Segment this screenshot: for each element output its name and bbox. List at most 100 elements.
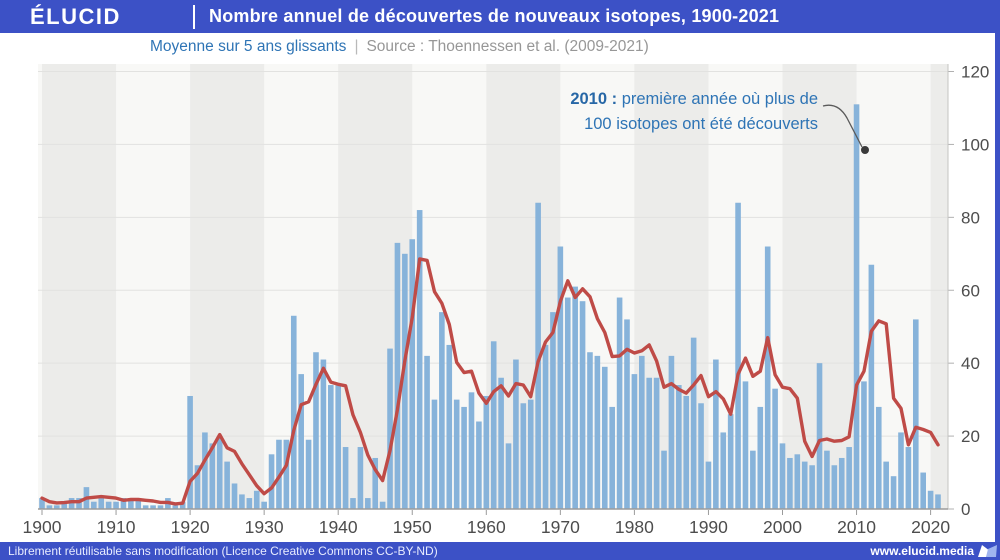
- bar-1936: [305, 439, 312, 509]
- bar-2001: [787, 457, 793, 509]
- bar-1958: [468, 392, 475, 509]
- annotation-2010: 2010 : première année où plus de 100 iso…: [438, 87, 818, 137]
- bar-1953: [431, 399, 438, 509]
- bar-1920: [187, 395, 193, 509]
- bar-2003: [801, 461, 808, 509]
- bar-1901: [46, 505, 53, 509]
- x-tick-label: 1990: [689, 517, 728, 537]
- bar-2007: [831, 465, 838, 509]
- annotation-leader-line: [822, 104, 863, 148]
- bar-1975: [594, 355, 601, 509]
- bar-1950: [409, 239, 416, 509]
- x-tick-label: 1940: [319, 517, 358, 537]
- y-tick-label: 120: [961, 63, 989, 82]
- bar-1961: [490, 341, 497, 509]
- subtitle-source: Source : Thoennessen et al. (2009-2021): [366, 38, 649, 55]
- bar-1988: [690, 337, 697, 509]
- bar-1996: [750, 450, 756, 509]
- bar-1911: [120, 498, 127, 509]
- decade-stripe: [42, 64, 117, 509]
- y-tick-label: 100: [961, 135, 989, 154]
- x-tick-label: 1920: [171, 517, 210, 537]
- bar-1934: [290, 315, 297, 509]
- x-tick-label: 1960: [467, 517, 506, 537]
- subtitle: Moyenne sur 5 ans glissants | Source : T…: [150, 36, 649, 58]
- bar-1931: [268, 454, 275, 509]
- bar-2018: [912, 319, 919, 509]
- bar-2008: [838, 457, 845, 509]
- bar-1944: [365, 498, 371, 509]
- bar-1949: [402, 253, 408, 509]
- x-tick-label: 2010: [837, 517, 876, 537]
- bar-1923: [209, 443, 216, 509]
- bar-1952: [424, 355, 430, 509]
- header-divider: [193, 4, 195, 29]
- bar-1970: [557, 246, 564, 510]
- bar-1933: [283, 439, 290, 509]
- bar-1916: [157, 505, 164, 509]
- bar-1937: [313, 352, 319, 509]
- bar-1905: [76, 498, 82, 509]
- x-tick-label: 1970: [541, 517, 580, 537]
- site-url: www.elucid.media: [870, 544, 974, 558]
- subtitle-average-label: Moyenne sur 5 ans glissants: [150, 38, 347, 55]
- bar-1954: [439, 312, 445, 509]
- bar-1989: [698, 403, 704, 509]
- elucid-logo-icon: [978, 545, 997, 557]
- y-tick-label: 0: [961, 500, 970, 519]
- bar-1925: [224, 461, 230, 509]
- bar-1924: [216, 436, 223, 509]
- bar-1967: [535, 202, 541, 509]
- bar-1928: [246, 498, 253, 509]
- bar-1993: [727, 414, 734, 509]
- bar-1990: [705, 461, 712, 509]
- bar-1955: [446, 344, 453, 509]
- bar-1972: [572, 286, 578, 509]
- x-tick-label: 2020: [911, 517, 950, 537]
- bar-1963: [505, 443, 512, 509]
- bar-1946: [379, 501, 386, 509]
- bar-1998: [764, 246, 771, 510]
- bar-1903: [61, 501, 68, 509]
- bar-1908: [98, 498, 105, 509]
- bar-1945: [372, 457, 379, 509]
- bar-1971: [564, 297, 571, 509]
- bar-1926: [231, 483, 238, 509]
- bar-1935: [298, 374, 304, 509]
- bar-1951: [416, 210, 423, 509]
- bar-1966: [527, 399, 534, 509]
- bar-1982: [646, 377, 653, 509]
- bar-1938: [320, 359, 327, 509]
- bar-1900: [39, 498, 45, 509]
- bar-1965: [520, 403, 527, 509]
- bar-2004: [809, 465, 815, 509]
- decade-stripe: [338, 64, 413, 509]
- subtitle-separator: |: [354, 38, 359, 55]
- license-text: Librement réutilisable sans modification…: [8, 544, 438, 558]
- decade-stripe: [190, 64, 265, 509]
- bar-1983: [653, 377, 660, 509]
- bar-1981: [639, 355, 645, 509]
- bar-1997: [757, 406, 764, 509]
- bar-1991: [713, 359, 719, 509]
- bar-2017: [905, 447, 912, 509]
- bar-1962: [498, 377, 504, 509]
- bar-1914: [142, 505, 149, 509]
- bar-1943: [357, 447, 364, 509]
- bar-1968: [542, 344, 549, 509]
- bar-2013: [875, 406, 882, 509]
- bar-1910: [113, 501, 119, 509]
- bar-1992: [720, 432, 727, 509]
- footer-bar: Librement réutilisable sans modification…: [0, 542, 1000, 560]
- bar-1913: [135, 498, 142, 509]
- bar-1904: [68, 498, 75, 509]
- bar-1964: [513, 359, 519, 509]
- bar-2015: [890, 476, 897, 509]
- bar-1918: [172, 505, 179, 509]
- bar-2020: [927, 490, 934, 509]
- bar-1979: [624, 319, 630, 509]
- x-tick-label: 1900: [23, 517, 62, 537]
- bar-2006: [824, 450, 830, 509]
